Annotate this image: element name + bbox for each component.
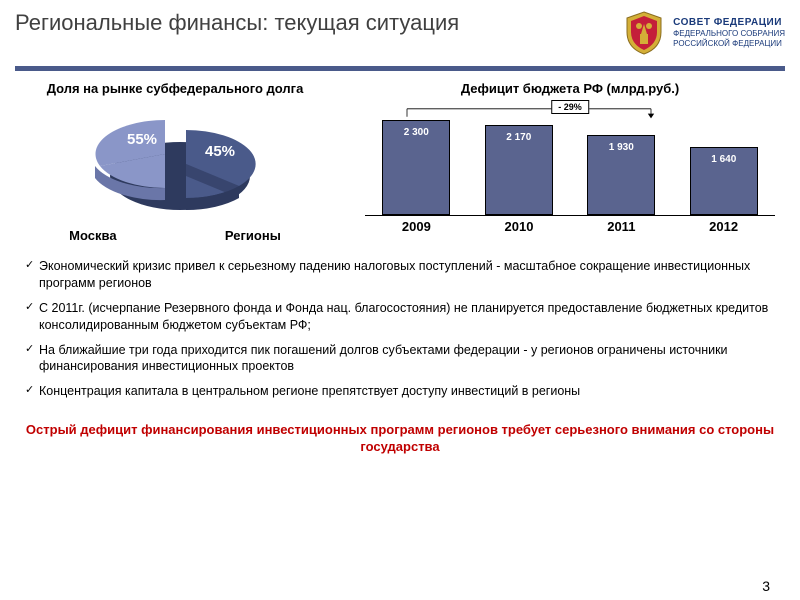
pie-label-left: Москва — [69, 228, 116, 243]
org-block: СОВЕТ ФЕДЕРАЦИИ ФЕДЕРАЛЬНОГО СОБРАНИЯ РО… — [623, 10, 785, 56]
bullet-item: Концентрация капитала в центральном реги… — [25, 383, 775, 400]
pie-label-right: Регионы — [225, 228, 281, 243]
conclusion-text: Острый дефицит финансирования инвестицио… — [0, 416, 800, 462]
bar-x-label: 2009 — [402, 219, 431, 234]
bar-x-label: 2010 — [505, 219, 534, 234]
bar-value: 2 170 — [506, 126, 531, 143]
bullet-item: С 2011г. (исчерпание Резервного фонда и … — [25, 300, 775, 334]
bar-value: 2 300 — [404, 121, 429, 138]
federation-emblem-icon — [623, 10, 665, 56]
bar: 1 640 — [690, 147, 758, 215]
header-divider — [15, 66, 785, 71]
pie-pct-1: 55% — [127, 131, 157, 148]
bar: 2 300 — [382, 120, 450, 215]
pie-title: Доля на рынке субфедерального долга — [15, 81, 335, 96]
bar-chart: Дефицит бюджета РФ (млрд.руб.) - 29% 2 3… — [355, 81, 785, 243]
pie-chart: Доля на рынке субфедерального долга 55% — [15, 81, 335, 243]
page-title: Региональные финансы: текущая ситуация — [15, 10, 623, 36]
bar-x-label: 2011 — [607, 219, 635, 234]
org-line1: СОВЕТ ФЕДЕРАЦИИ — [673, 17, 785, 29]
bar-value: 1 640 — [711, 148, 736, 165]
bullet-item: Экономический кризис привел к серьезному… — [25, 258, 775, 292]
page-number: 3 — [762, 578, 770, 594]
bar-annotation: - 29% — [551, 100, 589, 114]
org-line3: РОССИЙСКОЙ ФЕДЕРАЦИИ — [673, 39, 785, 49]
bar-value: 1 930 — [609, 136, 634, 153]
bar: 2 170 — [485, 125, 553, 215]
bar: 1 930 — [587, 135, 655, 215]
org-line2: ФЕДЕРАЛЬНОГО СОБРАНИЯ — [673, 29, 785, 39]
bullet-item: На ближайшие три года приходится пик пог… — [25, 342, 775, 376]
pie-pct-2: 45% — [205, 143, 235, 160]
bar-title: Дефицит бюджета РФ (млрд.руб.) — [355, 81, 785, 96]
bullet-list: Экономический кризис привел к серьезному… — [0, 243, 800, 416]
bar-x-label: 2012 — [709, 219, 738, 234]
